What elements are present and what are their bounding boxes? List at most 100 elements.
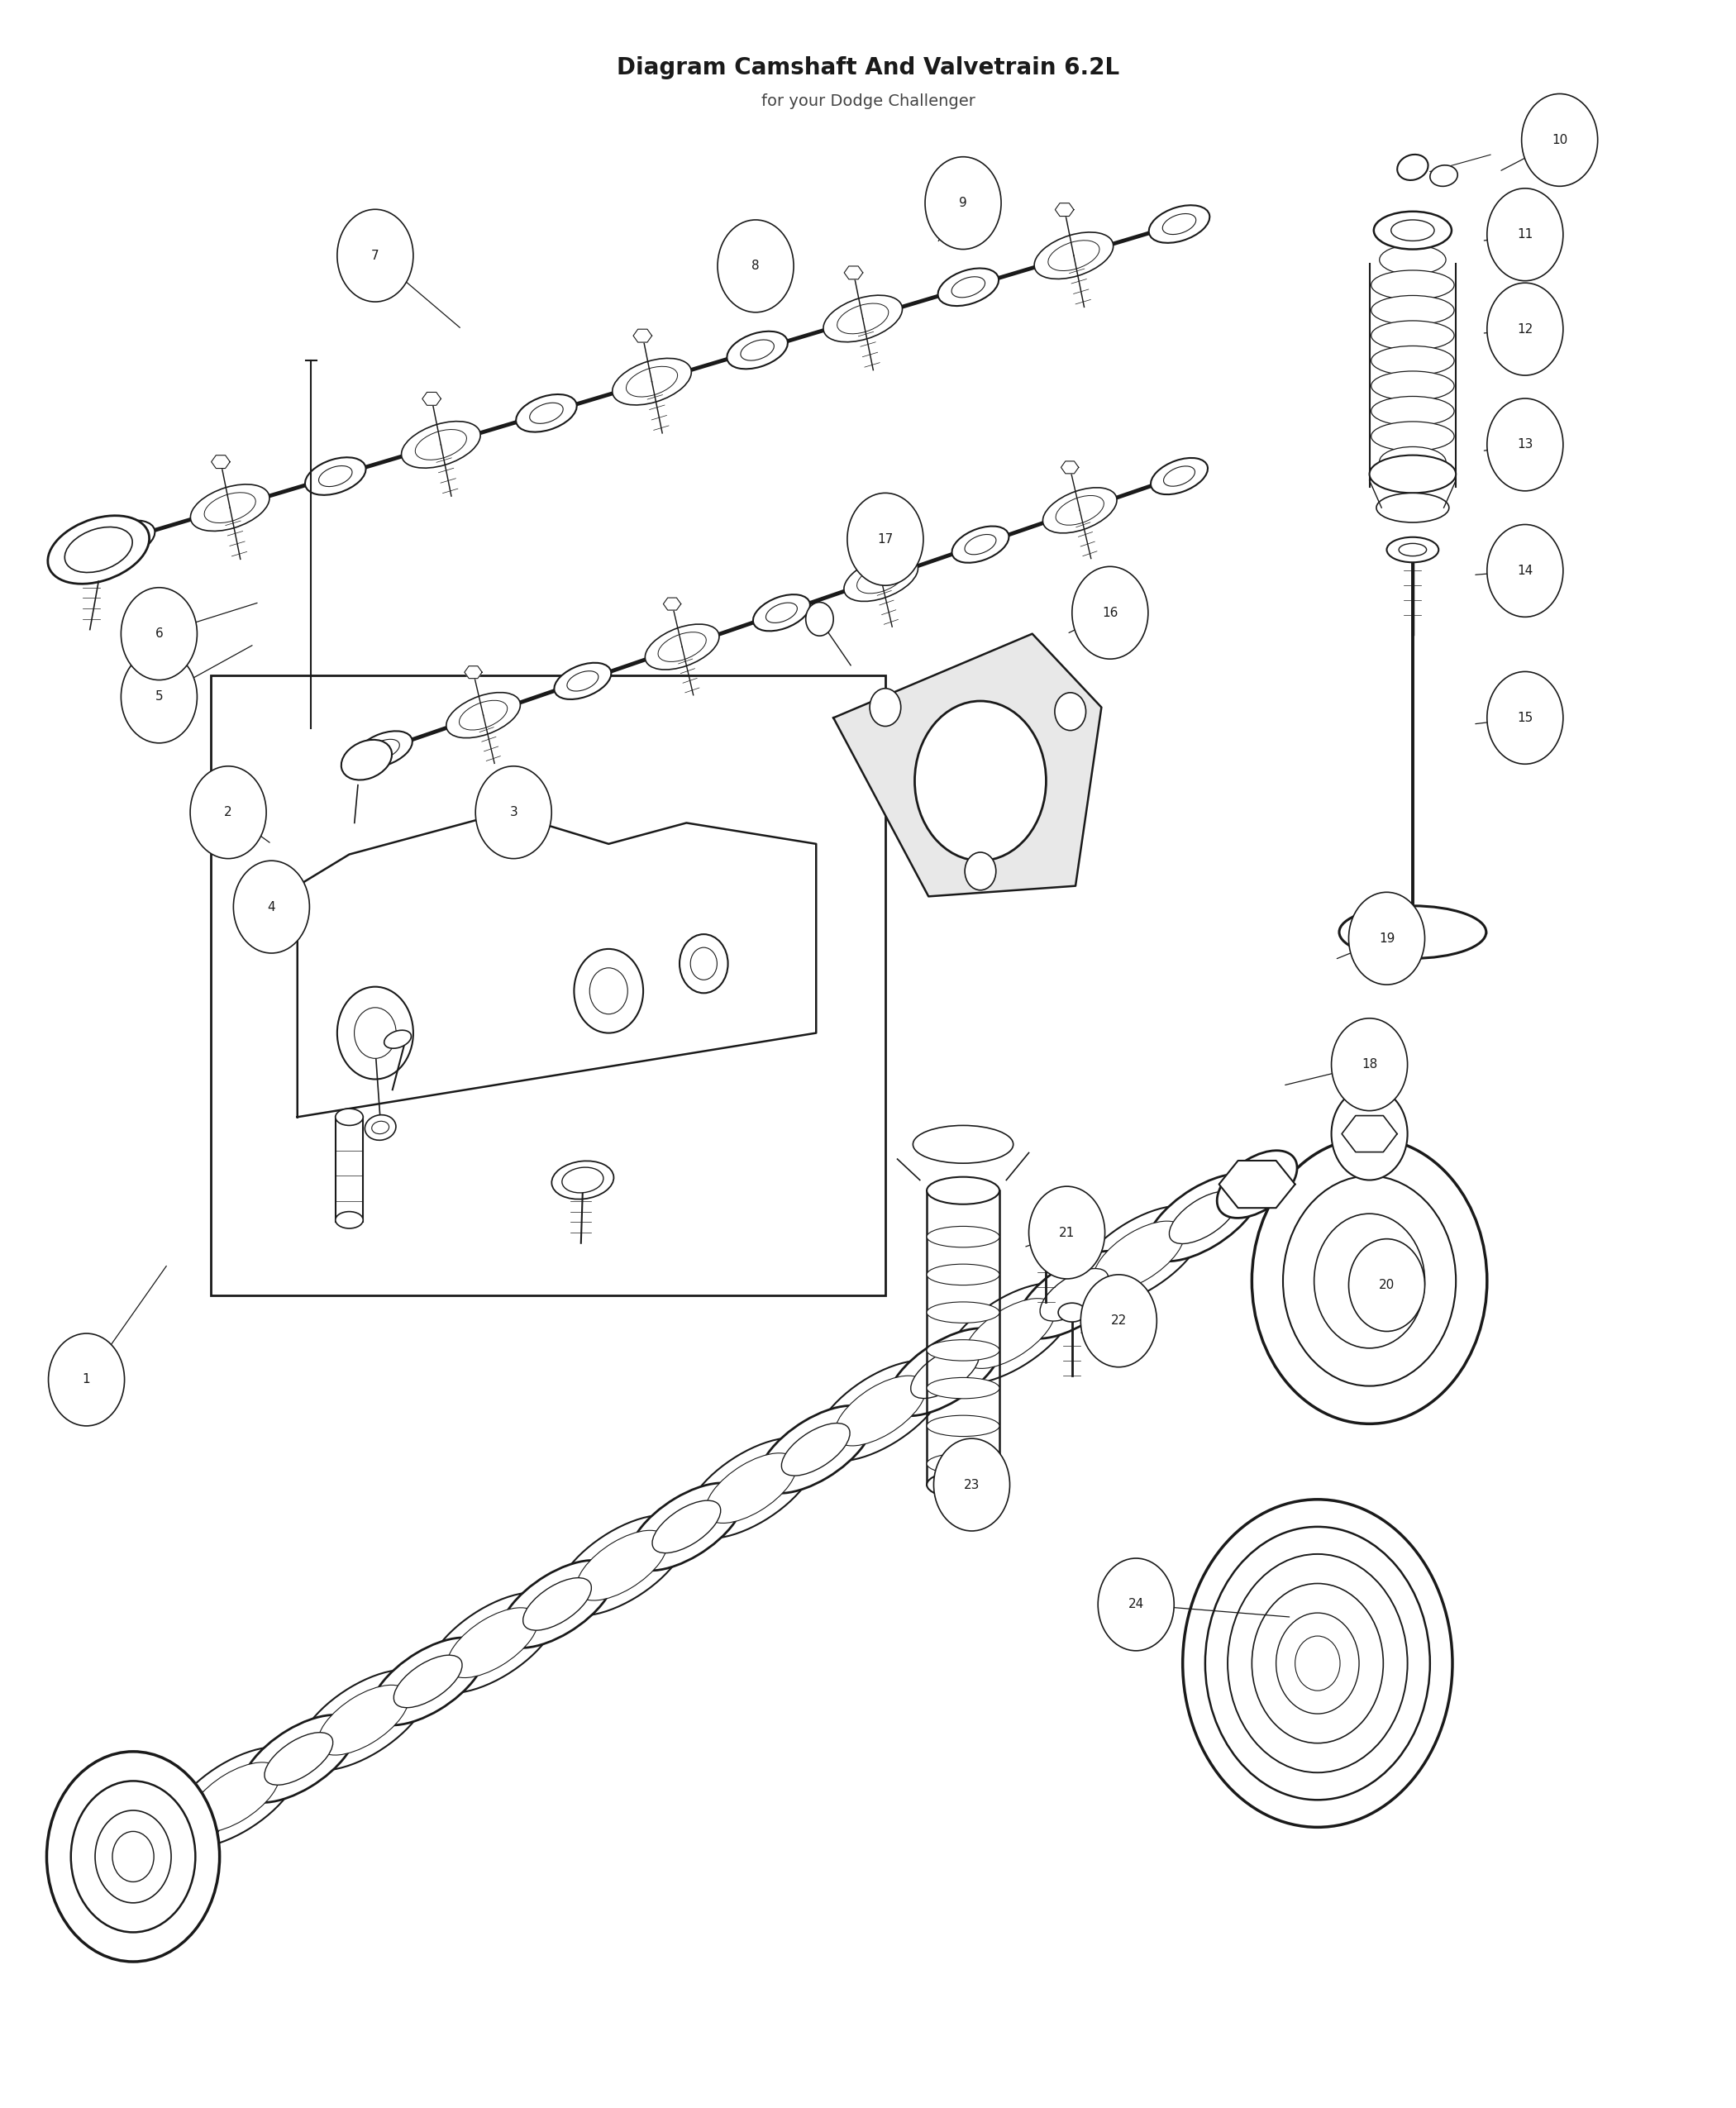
Polygon shape xyxy=(465,666,483,679)
Ellipse shape xyxy=(823,295,903,341)
Ellipse shape xyxy=(1094,1221,1184,1290)
Ellipse shape xyxy=(1217,1151,1297,1218)
Ellipse shape xyxy=(1371,295,1455,325)
Text: 4: 4 xyxy=(267,900,276,913)
Ellipse shape xyxy=(1040,1269,1108,1322)
Circle shape xyxy=(1295,1636,1340,1691)
Ellipse shape xyxy=(1370,455,1457,493)
Ellipse shape xyxy=(335,1109,363,1126)
Ellipse shape xyxy=(1399,544,1427,557)
Polygon shape xyxy=(634,329,653,341)
Ellipse shape xyxy=(319,466,352,487)
Ellipse shape xyxy=(306,457,366,495)
Ellipse shape xyxy=(753,594,811,630)
Ellipse shape xyxy=(415,430,467,460)
Text: Diagram Camshaft And Valvetrain 6.2L: Diagram Camshaft And Valvetrain 6.2L xyxy=(616,57,1120,80)
Circle shape xyxy=(1283,1176,1457,1385)
Circle shape xyxy=(575,949,644,1033)
Text: 12: 12 xyxy=(1517,323,1533,335)
Circle shape xyxy=(122,588,198,681)
Ellipse shape xyxy=(372,1121,389,1134)
Text: 2: 2 xyxy=(224,805,233,818)
Circle shape xyxy=(934,1438,1010,1530)
Circle shape xyxy=(1488,525,1562,618)
Polygon shape xyxy=(1342,1115,1397,1153)
Text: 20: 20 xyxy=(1378,1280,1394,1292)
Ellipse shape xyxy=(1397,154,1429,179)
Ellipse shape xyxy=(759,1406,873,1492)
Ellipse shape xyxy=(1380,447,1446,476)
Text: 21: 21 xyxy=(1059,1227,1075,1240)
Ellipse shape xyxy=(686,1438,816,1539)
Circle shape xyxy=(1349,892,1425,984)
Ellipse shape xyxy=(356,731,413,767)
Text: 14: 14 xyxy=(1517,565,1533,578)
Circle shape xyxy=(354,1008,396,1058)
Ellipse shape xyxy=(927,1471,1000,1499)
Ellipse shape xyxy=(500,1560,615,1648)
Circle shape xyxy=(1055,694,1087,731)
Ellipse shape xyxy=(613,358,691,405)
Ellipse shape xyxy=(927,1377,1000,1398)
Text: 7: 7 xyxy=(372,249,378,261)
Ellipse shape xyxy=(372,1638,484,1724)
Ellipse shape xyxy=(1033,1229,1061,1248)
Ellipse shape xyxy=(1371,270,1455,299)
Circle shape xyxy=(925,156,1002,249)
Bar xyxy=(212,677,885,1296)
Circle shape xyxy=(1522,93,1597,186)
Circle shape xyxy=(847,493,924,586)
Ellipse shape xyxy=(49,516,149,584)
Ellipse shape xyxy=(1151,457,1208,495)
Text: 24: 24 xyxy=(1128,1598,1144,1611)
Ellipse shape xyxy=(1163,213,1196,234)
Ellipse shape xyxy=(318,1684,410,1756)
Ellipse shape xyxy=(1043,487,1116,533)
Ellipse shape xyxy=(814,1360,946,1461)
Ellipse shape xyxy=(944,1284,1075,1383)
Circle shape xyxy=(1349,1240,1425,1332)
Text: for your Dodge Challenger: for your Dodge Challenger xyxy=(760,93,976,110)
Circle shape xyxy=(691,946,717,980)
Ellipse shape xyxy=(554,662,611,700)
Ellipse shape xyxy=(552,1162,615,1199)
Ellipse shape xyxy=(781,1423,851,1476)
Polygon shape xyxy=(422,392,441,405)
Circle shape xyxy=(965,852,996,890)
Text: 19: 19 xyxy=(1378,932,1394,944)
Circle shape xyxy=(191,765,266,858)
Ellipse shape xyxy=(1371,396,1455,426)
Ellipse shape xyxy=(108,529,141,550)
Ellipse shape xyxy=(529,403,562,424)
Ellipse shape xyxy=(191,485,269,531)
Circle shape xyxy=(122,651,198,742)
Ellipse shape xyxy=(653,1501,720,1554)
Ellipse shape xyxy=(927,1303,1000,1324)
Circle shape xyxy=(1252,1583,1384,1743)
Ellipse shape xyxy=(384,1031,411,1048)
Ellipse shape xyxy=(446,691,521,738)
Ellipse shape xyxy=(1338,906,1486,959)
Ellipse shape xyxy=(887,1328,1002,1417)
Polygon shape xyxy=(1061,462,1078,474)
Circle shape xyxy=(113,1832,155,1882)
Ellipse shape xyxy=(927,1414,1000,1436)
Circle shape xyxy=(71,1781,196,1933)
Circle shape xyxy=(95,1811,172,1904)
Text: 6: 6 xyxy=(155,628,163,641)
Ellipse shape xyxy=(1049,240,1099,270)
Ellipse shape xyxy=(951,276,984,297)
Ellipse shape xyxy=(368,740,399,759)
Circle shape xyxy=(717,219,793,312)
Polygon shape xyxy=(1055,202,1075,217)
Ellipse shape xyxy=(963,1299,1055,1368)
Ellipse shape xyxy=(205,493,255,523)
Polygon shape xyxy=(844,266,863,278)
Ellipse shape xyxy=(264,1733,333,1785)
Ellipse shape xyxy=(1035,232,1113,278)
Text: 1: 1 xyxy=(83,1374,90,1385)
Ellipse shape xyxy=(1017,1250,1132,1339)
Text: 18: 18 xyxy=(1361,1058,1377,1071)
Ellipse shape xyxy=(94,521,155,559)
Circle shape xyxy=(1227,1554,1408,1773)
